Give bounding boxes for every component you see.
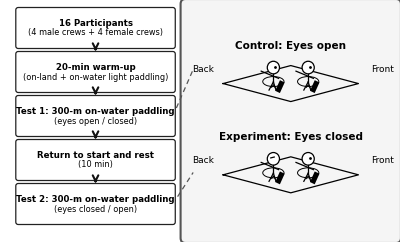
Text: (eyes closed / open): (eyes closed / open) bbox=[54, 204, 137, 213]
FancyBboxPatch shape bbox=[16, 183, 175, 225]
Text: Back: Back bbox=[192, 156, 214, 165]
FancyBboxPatch shape bbox=[180, 0, 400, 242]
Text: 16 Participants: 16 Participants bbox=[58, 18, 132, 28]
Bar bbox=[275, 171, 285, 184]
Circle shape bbox=[302, 152, 314, 165]
FancyBboxPatch shape bbox=[16, 139, 175, 181]
Text: Control: Eyes open: Control: Eyes open bbox=[235, 41, 346, 51]
Text: Back: Back bbox=[192, 65, 214, 74]
Text: (4 male crews + 4 female crews): (4 male crews + 4 female crews) bbox=[28, 29, 163, 38]
Text: Return to start and rest: Return to start and rest bbox=[37, 151, 154, 159]
Circle shape bbox=[267, 61, 280, 74]
Text: Test 1: 300-m on-water paddling: Test 1: 300-m on-water paddling bbox=[16, 106, 175, 115]
Bar bbox=[310, 171, 320, 184]
FancyBboxPatch shape bbox=[16, 52, 175, 92]
Text: Test 2: 300-m on-water paddling: Test 2: 300-m on-water paddling bbox=[16, 195, 175, 204]
FancyBboxPatch shape bbox=[16, 8, 175, 48]
Bar bbox=[275, 80, 285, 93]
Text: 20-min warm-up: 20-min warm-up bbox=[56, 62, 136, 71]
Text: Experiment: Eyes closed: Experiment: Eyes closed bbox=[219, 132, 363, 142]
Text: (10 min): (10 min) bbox=[78, 160, 113, 169]
FancyBboxPatch shape bbox=[16, 96, 175, 136]
Bar bbox=[310, 80, 320, 93]
Text: (eyes open / closed): (eyes open / closed) bbox=[54, 116, 137, 126]
Text: Front: Front bbox=[371, 156, 394, 165]
Text: (on-land + on-water light paddling): (on-land + on-water light paddling) bbox=[23, 73, 168, 82]
Circle shape bbox=[302, 61, 314, 74]
Text: Front: Front bbox=[371, 65, 394, 74]
Circle shape bbox=[267, 152, 280, 165]
